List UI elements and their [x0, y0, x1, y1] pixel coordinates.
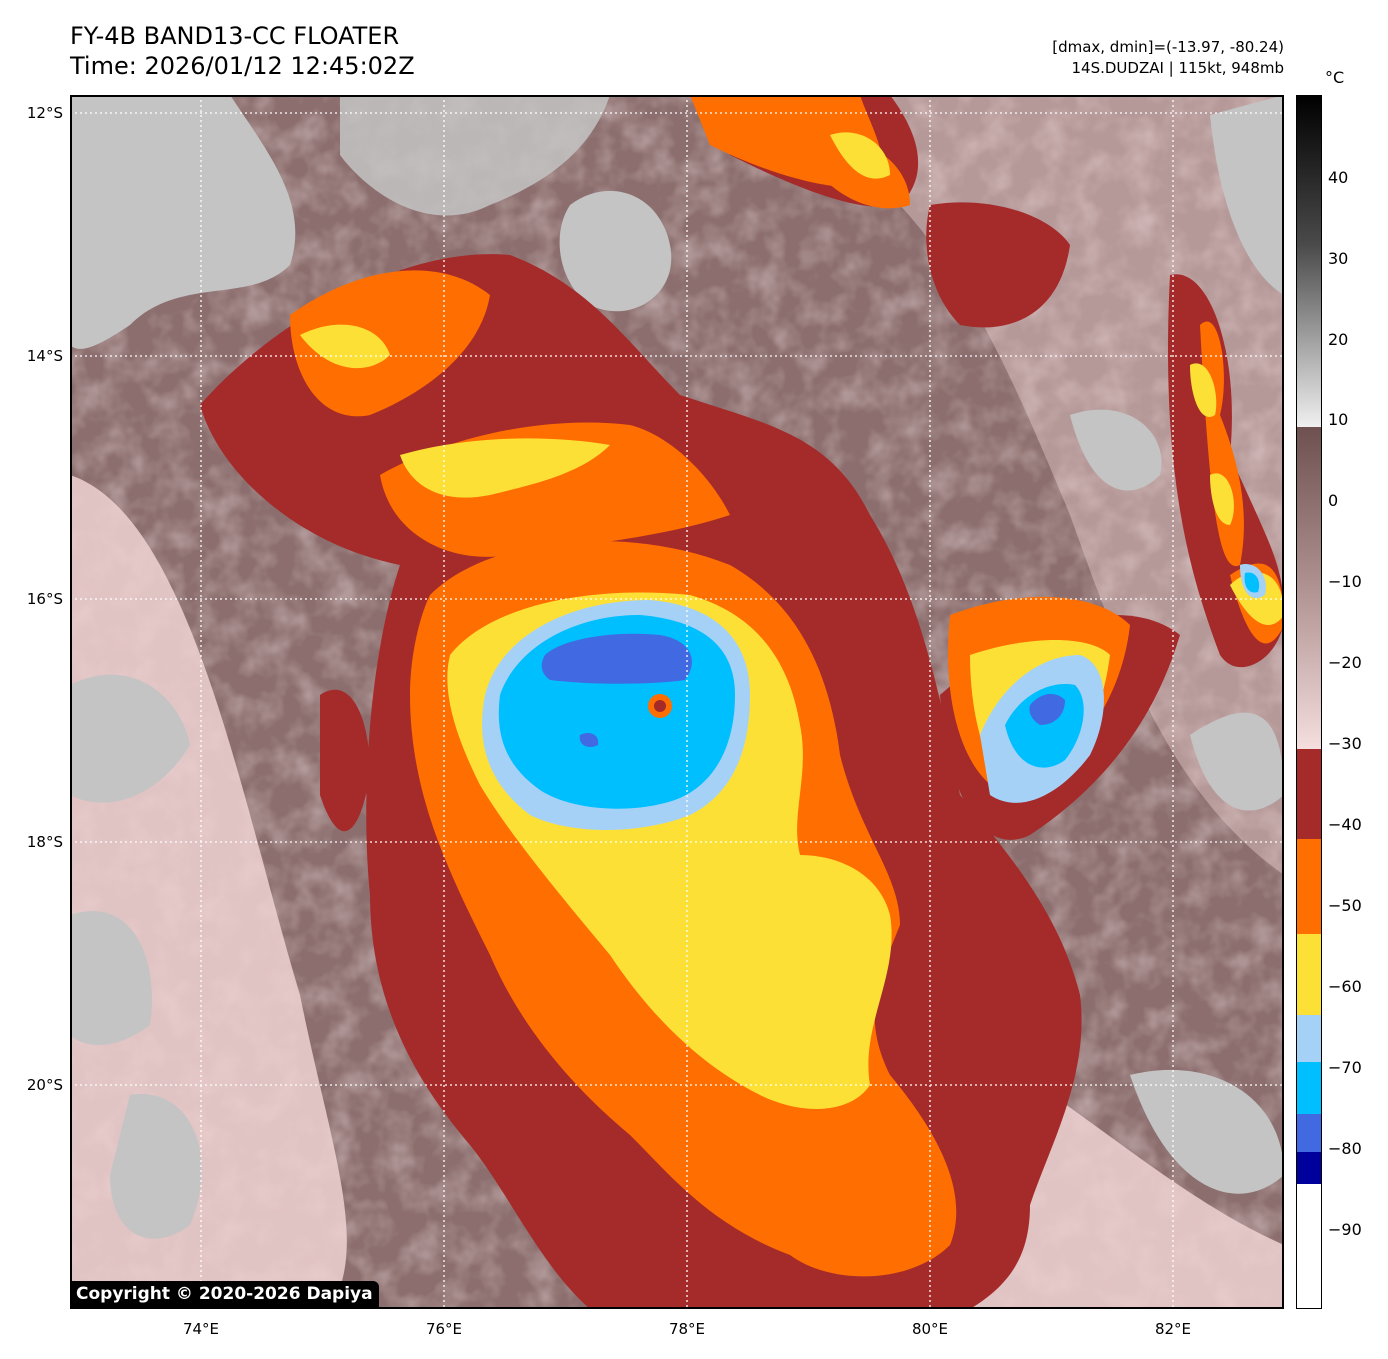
colorbar-tick-minus80: −80 [1328, 1139, 1362, 1158]
colorbar-unit: °C [1325, 68, 1345, 87]
lon-label-80e: 80°E [911, 1320, 949, 1338]
colorbar-segment-blue [1296, 1114, 1322, 1152]
lat-label-18s: 18°S [26, 833, 63, 851]
colorbar-tick-0: 0 [1328, 491, 1339, 510]
lat-label-12s: 12°S [26, 104, 63, 122]
title-line-1: FY-4B BAND13-CC FLOATER [70, 22, 400, 50]
lon-label-74e: 74°E [182, 1320, 220, 1338]
colorbar-tick-minus10: −10 [1328, 572, 1362, 591]
colorbar-tick-40: 40 [1328, 168, 1349, 187]
title-line-2: Time: 2026/01/12 12:45:02Z [70, 52, 415, 80]
colorbar-segment-cyan [1296, 1062, 1322, 1114]
storm-info: 14S.DUDZAI | 115kt, 948mb [1071, 59, 1284, 77]
colorbar-segment-yellow [1296, 934, 1322, 1015]
cloud-top-blue [541, 633, 1065, 747]
lat-lon-grid [70, 95, 1284, 1309]
colorbar-tick-minus30: −30 [1328, 734, 1362, 753]
eye [648, 694, 672, 718]
lat-label-16s: 16°S [26, 590, 63, 608]
colorbar-tick-20: 20 [1328, 330, 1349, 349]
colorbar-tick-minus20: −20 [1328, 653, 1362, 672]
colorbar-tick-minus50: −50 [1328, 896, 1362, 915]
lon-label-76e: 76°E [425, 1320, 463, 1338]
colorbar-tick-minus70: −70 [1328, 1058, 1362, 1077]
colorbar-segment-orange [1296, 839, 1322, 934]
colorbar-tick-minus60: −60 [1328, 977, 1362, 996]
colorbar-segment-warm [1296, 427, 1322, 749]
temperature-range-info: [dmax, dmin]=(-13.97, -80.24) [1052, 38, 1284, 56]
colorbar-frame [1296, 95, 1322, 1309]
colorbar-segment-light-blue [1296, 1015, 1322, 1062]
colorbar-tick-30: 30 [1328, 249, 1349, 268]
lat-label-14s: 14°S [26, 347, 63, 365]
colorbar-tick-10: 10 [1328, 410, 1349, 429]
copyright-badge: Copyright © 2020-2026 Dapiya [70, 1281, 379, 1307]
satellite-imagery [70, 95, 1284, 1309]
colorbar-tick-minus40: −40 [1328, 815, 1362, 834]
lat-label-20s: 20°S [26, 1076, 63, 1094]
lon-label-78e: 78°E [668, 1320, 706, 1338]
colorbar-segment-white [1296, 1184, 1322, 1309]
colorbar-segment-gray [1296, 95, 1322, 427]
colorbar-tick-minus90: −90 [1328, 1220, 1362, 1239]
colorbar-segment-red [1296, 749, 1322, 839]
colorbar-segment-navy [1296, 1152, 1322, 1184]
satellite-map [70, 95, 1284, 1309]
lon-label-82e: 82°E [1154, 1320, 1192, 1338]
colorbar [1296, 95, 1322, 1309]
gray-cloud-patches [70, 95, 1284, 1239]
